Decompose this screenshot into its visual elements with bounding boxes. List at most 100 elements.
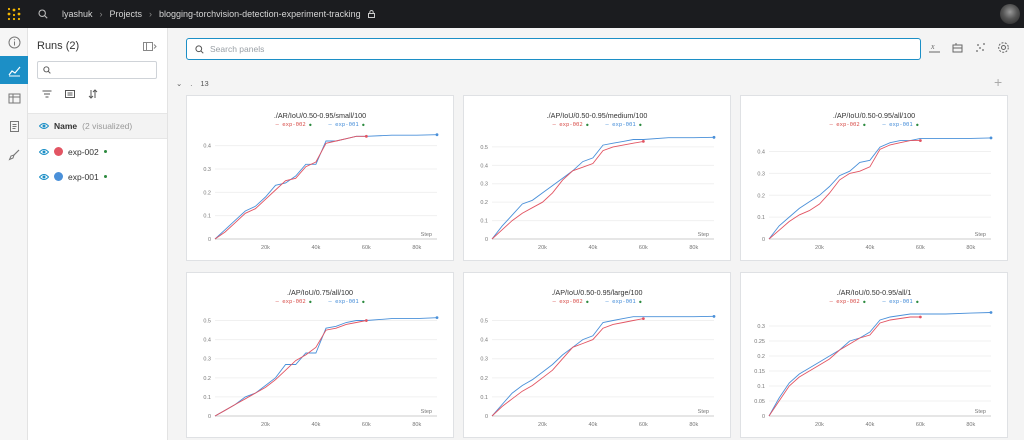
- legend-dot: ●: [362, 299, 365, 304]
- y-tick-label: 0.4: [757, 150, 765, 156]
- chart-panel[interactable]: ./AP/IoU/0.50-0.95/medium/100 — exp-002 ●…: [463, 95, 731, 261]
- legend-item-exp-001[interactable]: — exp-001: [328, 122, 363, 128]
- run-row-exp-001[interactable]: exp-001: [28, 164, 167, 189]
- y-tick-label: 0.1: [203, 395, 211, 401]
- y-tick-label: 0.15: [754, 369, 765, 375]
- legend-item-exp-001[interactable]: — exp-001: [605, 122, 640, 128]
- series-line-exp-001[interactable]: [491, 315, 715, 417]
- chart-panel[interactable]: ./AR/IoU/0.50-0.95/all/1 — exp-002 ● — ex…: [740, 272, 1008, 438]
- legend-item-exp-001[interactable]: — exp-001: [328, 299, 363, 305]
- line-chart[interactable]: 0 0.1 0.2 0.3 0.4 0.5 20k 40k 60k 80k Step: [464, 96, 732, 262]
- smoothing-icon[interactable]: [951, 41, 964, 54]
- chart-panel[interactable]: ./AP/IoU/0.75/all/100 — exp-002 ● — exp-0…: [186, 272, 454, 438]
- name-column-header[interactable]: Name (2 visualized): [28, 113, 167, 139]
- line-chart[interactable]: 0 0.05 0.1 0.15 0.2 0.25 0.3 20k 40k 60k 80k Step: [741, 273, 1009, 439]
- chart-panel[interactable]: ./AP/IoU/0.50-0.95/all/100 — exp-002 ● — …: [740, 95, 1008, 261]
- section-count: 13: [200, 79, 209, 88]
- section-header[interactable]: ⌄ . 13: [176, 79, 209, 88]
- series-line-exp-001[interactable]: [768, 312, 992, 417]
- eye-icon[interactable]: [39, 148, 49, 156]
- group-icon[interactable]: [65, 89, 75, 99]
- x-tick-label: 20k: [538, 245, 547, 251]
- avatar[interactable]: [1000, 4, 1020, 24]
- chart-legend: — exp-002 ● — exp-001 ●: [741, 299, 1007, 305]
- eye-icon[interactable]: [39, 173, 49, 181]
- breadcrumb: lyashuk › Projects › blogging-torchvisio…: [62, 9, 375, 19]
- chevron-down-icon[interactable]: ⌄: [176, 79, 183, 88]
- visualized-count: (2 visualized): [82, 121, 133, 131]
- line-chart[interactable]: 0 0.1 0.2 0.3 0.4 20k 40k 60k 80k Step: [187, 96, 455, 262]
- y-tick-label: 0.2: [757, 193, 765, 199]
- legend-item-exp-001[interactable]: — exp-001: [605, 299, 640, 305]
- legend-item-exp-002[interactable]: — exp-002: [552, 299, 587, 305]
- series-line-exp-002[interactable]: [768, 316, 921, 417]
- x-axis-label: Step: [975, 232, 986, 238]
- breadcrumb-user[interactable]: lyashuk: [62, 9, 93, 19]
- legend-item-exp-002[interactable]: — exp-002: [829, 299, 864, 305]
- x-tick-label: 40k: [588, 245, 597, 251]
- x-tick-label: 80k: [412, 422, 421, 428]
- breadcrumb-project[interactable]: blogging-torchvision-detection-experimen…: [159, 9, 361, 19]
- y-tick-label: 0.2: [203, 376, 211, 382]
- legend-item-exp-002[interactable]: — exp-002: [552, 122, 587, 128]
- collapse-table-icon[interactable]: [143, 41, 157, 51]
- line-chart[interactable]: 0 0.1 0.2 0.3 0.4 0.5 20k 40k 60k 80k Step: [187, 273, 455, 439]
- x-tick-label: 80k: [689, 245, 698, 251]
- report-icon[interactable]: [0, 112, 28, 140]
- settings-gear-icon[interactable]: [997, 41, 1010, 54]
- series-line-exp-002[interactable]: [214, 135, 367, 240]
- run-name[interactable]: exp-002: [68, 146, 99, 157]
- y-tick-label: 0: [208, 414, 211, 420]
- legend-item-exp-001[interactable]: — exp-001: [882, 299, 917, 305]
- chart-panel[interactable]: ./AR/IoU/0.50-0.95/small/100 — exp-002 ● …: [186, 95, 454, 261]
- chart-panel[interactable]: ./AP/IoU/0.50-0.95/large/100 — exp-002 ● …: [463, 272, 731, 438]
- add-panel-icon[interactable]: +: [994, 74, 1003, 90]
- legend-item-exp-002[interactable]: — exp-002: [275, 299, 310, 305]
- outliers-icon[interactable]: [974, 41, 987, 54]
- left-icon-bar: [0, 28, 28, 440]
- chart-legend: — exp-002 ● — exp-001 ●: [187, 122, 453, 128]
- y-tick-label: 0.3: [480, 182, 488, 188]
- sort-icon[interactable]: [88, 89, 98, 99]
- runs-sidebar: Runs (2) Name (2 visualized) exp-002 exp…: [28, 28, 168, 440]
- series-line-exp-002[interactable]: [214, 320, 367, 417]
- top-bar: lyashuk › Projects › blogging-torchvisio…: [0, 0, 1024, 28]
- y-tick-label: 0: [762, 237, 765, 243]
- panel-search-bar[interactable]: [186, 38, 921, 60]
- series-line-exp-001[interactable]: [214, 317, 438, 417]
- series-line-exp-002[interactable]: [491, 140, 644, 240]
- series-line-exp-001[interactable]: [214, 134, 438, 240]
- info-icon[interactable]: [0, 28, 28, 56]
- y-tick-label: 0: [208, 237, 211, 243]
- run-color-swatch[interactable]: [54, 147, 63, 156]
- legend-item-exp-002[interactable]: — exp-002: [275, 122, 310, 128]
- sweep-brush-icon[interactable]: [0, 140, 28, 168]
- legend-item-exp-001[interactable]: — exp-001: [882, 122, 917, 128]
- line-chart[interactable]: 0 0.1 0.2 0.3 0.4 0.5 20k 40k 60k 80k Step: [464, 273, 732, 439]
- run-color-swatch[interactable]: [54, 172, 63, 181]
- series-line-exp-002[interactable]: [491, 318, 644, 417]
- breadcrumb-projects[interactable]: Projects: [109, 9, 143, 19]
- y-tick-label: 0.5: [480, 145, 488, 151]
- runs-search-input[interactable]: [37, 61, 157, 79]
- eye-icon[interactable]: [39, 122, 49, 130]
- panel-search-input[interactable]: [210, 44, 810, 54]
- legend-item-exp-002[interactable]: — exp-002: [829, 122, 864, 128]
- x-tick-label: 60k: [916, 422, 925, 428]
- wandb-logo-icon[interactable]: [0, 0, 28, 28]
- run-row-exp-002[interactable]: exp-002: [28, 139, 167, 164]
- x-tick-label: 20k: [261, 245, 270, 251]
- series-line-exp-001[interactable]: [768, 137, 992, 240]
- table-icon[interactable]: [0, 84, 28, 112]
- search-icon[interactable]: [32, 9, 54, 19]
- line-chart[interactable]: 0 0.1 0.2 0.3 0.4 20k 40k 60k 80k Step: [741, 96, 1009, 262]
- x-tick-label: 40k: [588, 422, 597, 428]
- run-name[interactable]: exp-001: [68, 171, 99, 182]
- x-axis-label: Step: [698, 232, 709, 238]
- series-line-exp-002[interactable]: [768, 140, 921, 240]
- charts-icon[interactable]: [0, 56, 28, 84]
- x-axis-icon[interactable]: x: [928, 41, 941, 54]
- runs-header: Runs (2): [28, 28, 167, 52]
- filter-icon[interactable]: [42, 89, 52, 99]
- series-line-exp-001[interactable]: [491, 136, 715, 240]
